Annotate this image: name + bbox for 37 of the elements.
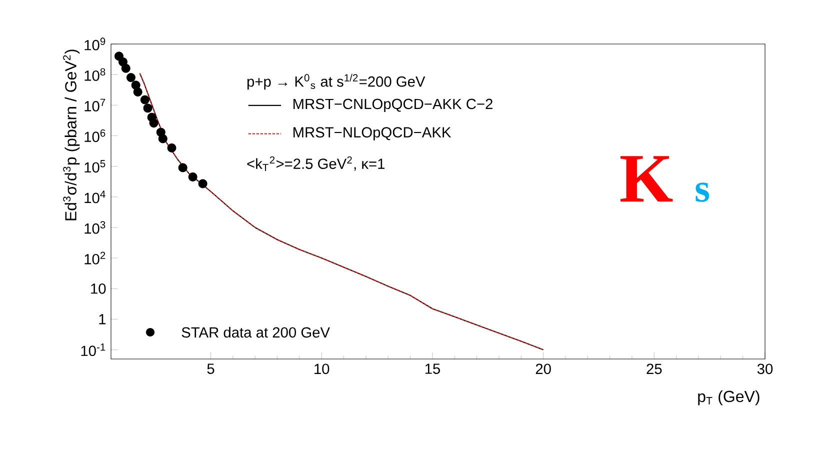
legend-label: STAR data at 200 GeV — [182, 326, 330, 338]
legend-label: MRST−CNLOpQCD−AKK C−2 — [294, 98, 492, 112]
annotation: <k$_{T}$$^{2}$>=2.5 GeV$^{2}$, κ=1 — [247, 156, 385, 172]
y-tick-label: 10$^{5}$ — [84, 160, 106, 173]
point — [178, 163, 188, 172]
x-tick-label: 15 — [425, 364, 440, 374]
point — [158, 134, 168, 144]
point — [143, 104, 152, 113]
y-tick-label: 10$^{8}$ — [84, 68, 106, 81]
x-tick-label: 20 — [536, 364, 551, 374]
legend-title: p+p → K$^{0}$$_{s}$ at s$^{1/2}$=200 GeV — [247, 74, 426, 90]
y-tick-label: 10 — [91, 283, 106, 294]
point — [133, 87, 142, 96]
annotation: K — [620, 156, 673, 202]
y-tick-label: 10$^{4}$ — [84, 190, 106, 204]
y-tick-label: 1 — [99, 314, 106, 324]
legend-label: MRST−NLOpQCD−AKK — [294, 127, 452, 140]
x-tick-label: 25 — [646, 364, 662, 374]
x-tick-label: 10 — [314, 364, 330, 374]
point — [167, 143, 176, 152]
y-tick-label: 10$^{9}$ — [84, 38, 106, 50]
annotation: s — [696, 182, 710, 202]
point — [140, 95, 150, 104]
x-tick-label: 5 — [207, 364, 214, 374]
x-axis-title: p$_{T}$ (GeV) — [698, 390, 760, 406]
point — [149, 118, 158, 128]
point — [188, 172, 198, 182]
y-tick-label: 10$^{-1}$ — [81, 344, 106, 356]
y-tick-label: 10$^{2}$ — [84, 252, 106, 264]
point — [121, 64, 130, 73]
y-tick-label: 10$^{6}$ — [84, 129, 106, 142]
point — [198, 179, 208, 188]
x-tick-label: 30 — [757, 364, 773, 374]
y-tick-label: 10$^{3}$ — [84, 221, 106, 234]
y-axis-title: Ed$^{3}$σ/d$^{3}$p (pbarn / GeV$^{2}$) — [63, 50, 80, 220]
point — [126, 73, 136, 82]
y-tick-label: 10$^{7}$ — [84, 98, 106, 112]
